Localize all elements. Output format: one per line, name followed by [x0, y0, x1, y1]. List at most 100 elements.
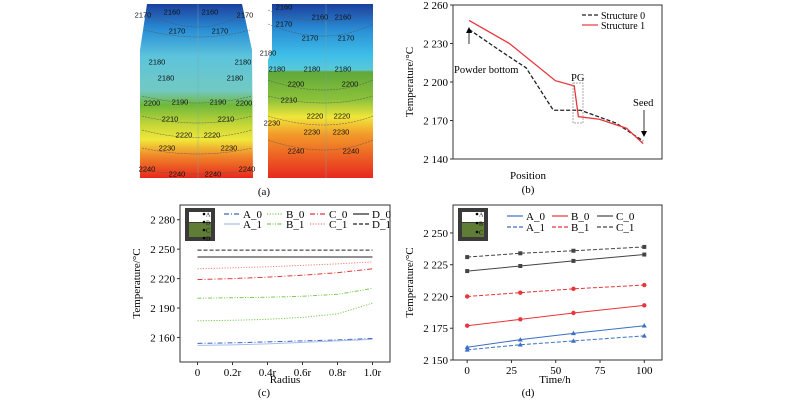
contour-label: 2190: [209, 97, 227, 107]
legend-label: Structure 0: [601, 11, 645, 22]
legend-label: D_0: [372, 209, 391, 221]
data-point: [642, 244, 647, 249]
y-tick-label: 2 260: [423, 0, 448, 12]
y-axis-label: Temperature/°C: [131, 248, 143, 318]
inset-label: D: [206, 237, 211, 243]
legend-label: C_0: [616, 211, 635, 223]
inset-point: [475, 230, 479, 234]
inset-point: [475, 212, 479, 216]
series-line-A_1: [467, 335, 645, 351]
y-tick-label: 2 190: [150, 303, 175, 315]
legend-label: B_1: [286, 219, 304, 231]
contour-label: 2190: [171, 97, 189, 107]
inset-point: [202, 212, 206, 216]
series-line-B_0: [467, 304, 645, 327]
pg-box: [572, 82, 584, 124]
contour-map-structure-1: [267, 0, 374, 178]
legend-label: B_0: [286, 209, 305, 221]
x-tick-label: 100: [636, 365, 653, 377]
contour-label: 2180: [303, 64, 321, 74]
plot-frame-d: [452, 204, 663, 361]
y-tick-label: 2 140: [423, 154, 448, 166]
legend-label: D_1: [372, 219, 391, 231]
contour-label: 2160: [311, 12, 329, 22]
y-tick-label: 2 220: [423, 291, 448, 303]
legend-label: A_0: [526, 211, 545, 223]
x-tick-label: 50: [550, 365, 562, 377]
x-tick-label: 0.4r: [259, 367, 277, 379]
contour-label: 2160: [334, 12, 352, 22]
inset-point: [475, 221, 479, 225]
series-line-C_0: [467, 254, 645, 272]
contour-label: 2170: [301, 33, 319, 43]
contour-label: 2220: [175, 130, 193, 140]
contour-label: 2210: [217, 114, 235, 124]
data-point: [641, 333, 647, 338]
contour-map-left-svg: [140, 4, 253, 178]
contour-label: 2230: [303, 127, 321, 137]
data-point: [517, 337, 523, 342]
annotation-powder-bottom: Powder bottom: [454, 65, 518, 76]
data-point: [571, 310, 576, 316]
contour-label: 2160: [201, 7, 219, 17]
contour-label: 2200: [143, 98, 161, 108]
y-tick-label: 2 250: [423, 228, 448, 240]
contour-label: 2180: [259, 48, 277, 58]
data-point: [465, 269, 470, 274]
contour-label: 2210: [280, 95, 298, 105]
data-point: [641, 323, 647, 328]
y-tick-label: 2 220: [150, 274, 175, 286]
data-point: [571, 258, 576, 263]
data-point: [642, 282, 647, 288]
data-point: [642, 303, 647, 308]
y-tick-label: 2 170: [423, 116, 448, 128]
contour-label: 2170: [275, 19, 293, 29]
contour-label: 2230: [220, 143, 238, 153]
annotation-pg: PG: [571, 73, 585, 84]
inset-point: [202, 236, 206, 240]
contour-label: 2230: [332, 127, 350, 137]
series-line-B_1: [467, 284, 645, 297]
contour-label: 2170: [337, 33, 355, 43]
legend-label: C_1: [616, 222, 634, 234]
legend-label: B_0: [571, 211, 590, 223]
x-axis-label: Position: [510, 170, 547, 182]
legend-label: C_0: [329, 209, 348, 221]
inset-point: [202, 220, 206, 224]
legend-label: A_1: [243, 219, 262, 231]
x-axis-label: Radius: [270, 374, 301, 386]
x-tick-label: 75: [595, 365, 607, 377]
data-point: [464, 323, 470, 328]
y-tick-label: 2 225: [423, 260, 448, 272]
contour-label: 2220: [333, 111, 351, 121]
contour-label: 2180: [148, 57, 166, 67]
inset-powder: [462, 212, 484, 222]
contour-label: 2180: [157, 73, 175, 83]
arrow-head: [466, 27, 472, 33]
plot-frame-c: [179, 204, 391, 363]
contour-label: 2240: [168, 169, 186, 179]
contour-label: 2220: [306, 111, 324, 121]
legend-label: A_0: [243, 209, 262, 221]
data-point: [464, 294, 470, 299]
data-point: [464, 347, 470, 352]
caption-c: (c): [258, 387, 271, 399]
data-point: [571, 286, 576, 292]
y-tick-label: 2 230: [423, 39, 448, 51]
x-tick-label: 25: [506, 365, 518, 377]
contour-label: 2230: [263, 118, 281, 128]
inset-point: [202, 228, 206, 232]
series-line-C_1: [197, 261, 373, 270]
data-point: [570, 330, 576, 336]
contour-label: 2180: [268, 64, 286, 74]
inset-label: C: [206, 229, 210, 235]
caption-d: (d): [522, 387, 535, 399]
contour-label: 2240: [138, 164, 156, 174]
contour-label: 2180: [234, 57, 252, 67]
contour-map-structure-0: [140, 0, 256, 178]
contour-label: 2170: [211, 26, 229, 36]
inset-powder: [189, 212, 211, 222]
contour-label: 2200: [287, 79, 305, 89]
y-tick-label: 2 150: [423, 355, 448, 367]
